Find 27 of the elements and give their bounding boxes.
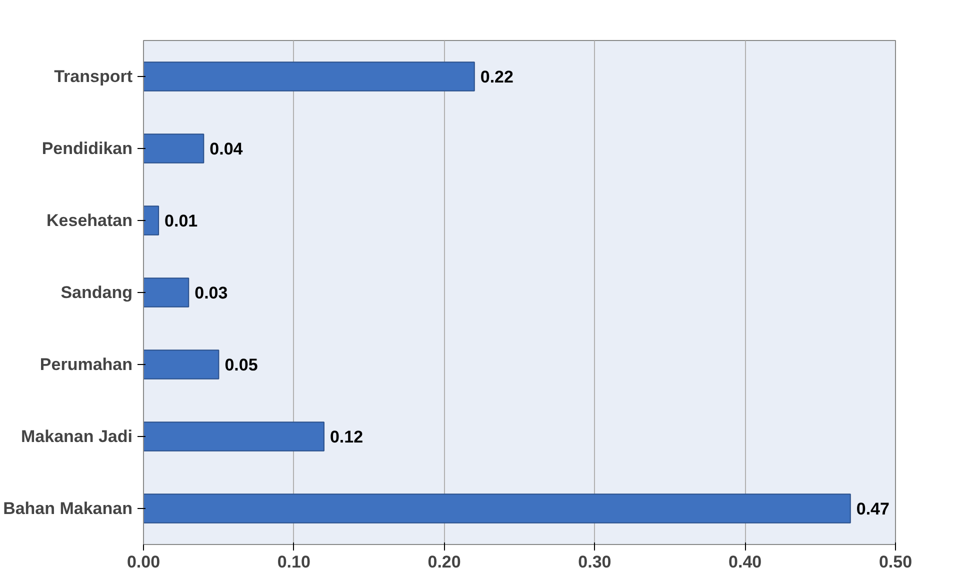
bar: [144, 206, 160, 236]
bar: [144, 350, 220, 380]
y-tick-label: Sandang: [60, 283, 133, 302]
y-tick-label: Transport: [54, 67, 133, 86]
x-tick-label: 0.30: [578, 552, 612, 572]
data-label: 0.03: [194, 284, 228, 302]
x-tick-label: 0.50: [878, 552, 912, 572]
y-tick-label: Perumahan: [40, 355, 133, 374]
data-label: 0.01: [164, 212, 198, 230]
data-label: 0.47: [856, 500, 890, 518]
data-label: 0.12: [330, 428, 364, 446]
x-tick-label: 0.00: [126, 552, 160, 572]
x-tick-label: 0.10: [277, 552, 310, 572]
y-tick-label: Kesehatan: [46, 211, 133, 230]
y-tick-label: Pendidikan: [42, 139, 132, 158]
x-tick-label: 0.20: [428, 552, 461, 572]
x-tick-label: 0.40: [728, 552, 762, 572]
data-label: 0.05: [224, 356, 258, 374]
data-label: 0.22: [480, 68, 514, 86]
data-label: 0.04: [210, 140, 244, 158]
y-tick-label: Makanan Jadi: [21, 427, 133, 446]
bar: [144, 134, 204, 164]
bar: [144, 494, 851, 524]
bar: [144, 422, 324, 452]
bar: [144, 62, 475, 92]
y-tick-label: Bahan Makanan: [3, 499, 133, 518]
bar: [144, 278, 190, 308]
